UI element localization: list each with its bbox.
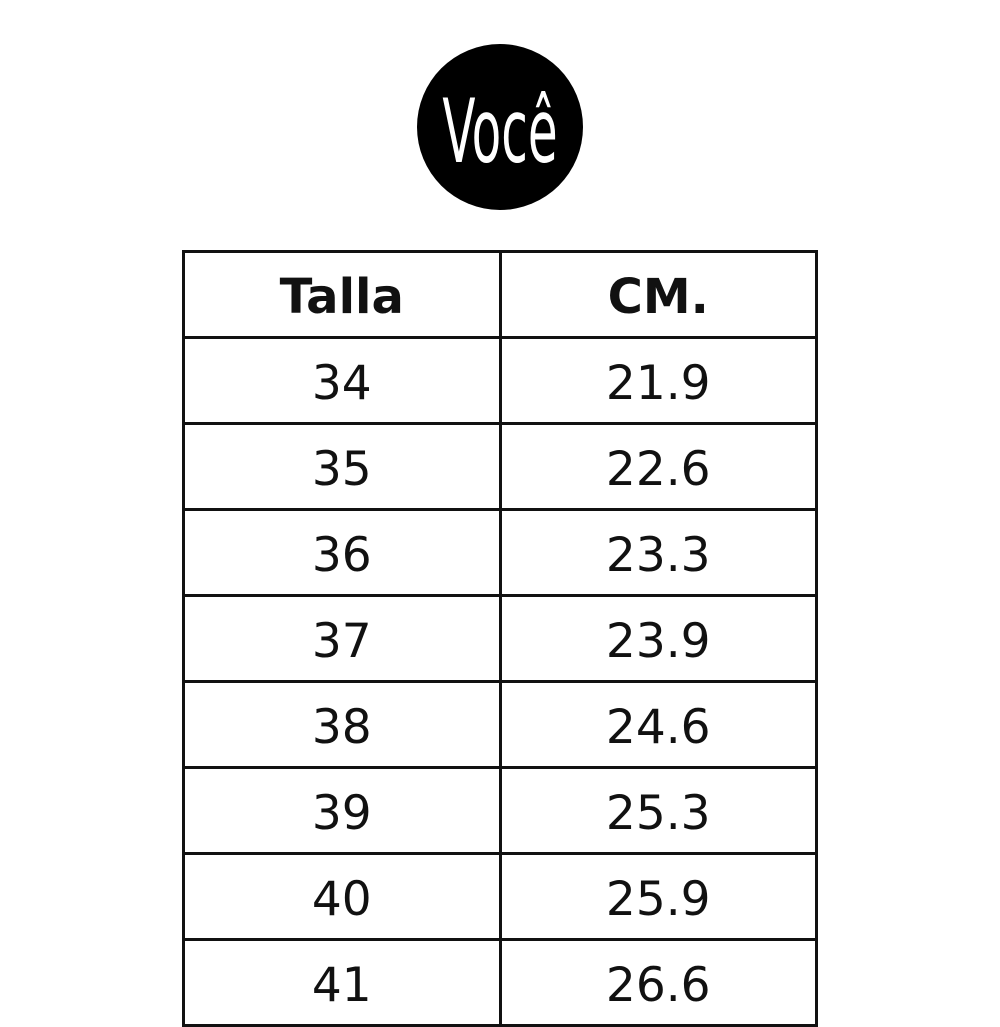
- cm-cell: 22.6: [498, 422, 818, 511]
- size-cell: 36: [182, 508, 502, 597]
- size-cell: 35: [182, 422, 502, 511]
- size-cell: 39: [182, 766, 502, 855]
- cm-cell: 25.9: [498, 852, 818, 941]
- size-cell: 40: [182, 852, 502, 941]
- size-cell: 34: [182, 336, 502, 425]
- header-size: Talla: [182, 250, 502, 339]
- table-row: 38 24.6: [182, 680, 818, 769]
- table-row: 39 25.3: [182, 766, 818, 855]
- size-chart-table: Talla CM. 34 21.9 35 22.6 36 23.3 37 23.9 38 24.6…: [182, 250, 818, 1027]
- cm-cell: 23.9: [498, 594, 818, 683]
- brand-logo-text: Você: [442, 80, 557, 183]
- size-cell: 37: [182, 594, 502, 683]
- table-row: 34 21.9: [182, 336, 818, 425]
- cm-cell: 24.6: [498, 680, 818, 769]
- header-cm: CM.: [498, 250, 818, 339]
- cm-cell: 26.6: [498, 938, 818, 1027]
- cm-cell: 25.3: [498, 766, 818, 855]
- brand-logo: Você: [417, 44, 583, 210]
- table-row: 41 26.6: [182, 938, 818, 1027]
- size-cell: 41: [182, 938, 502, 1027]
- table-row: 36 23.3: [182, 508, 818, 597]
- size-cell: 38: [182, 680, 502, 769]
- table-header-row: Talla CM.: [182, 250, 818, 339]
- cm-cell: 23.3: [498, 508, 818, 597]
- table-row: 40 25.9: [182, 852, 818, 941]
- cm-cell: 21.9: [498, 336, 818, 425]
- table-row: 37 23.9: [182, 594, 818, 683]
- table-row: 35 22.6: [182, 422, 818, 511]
